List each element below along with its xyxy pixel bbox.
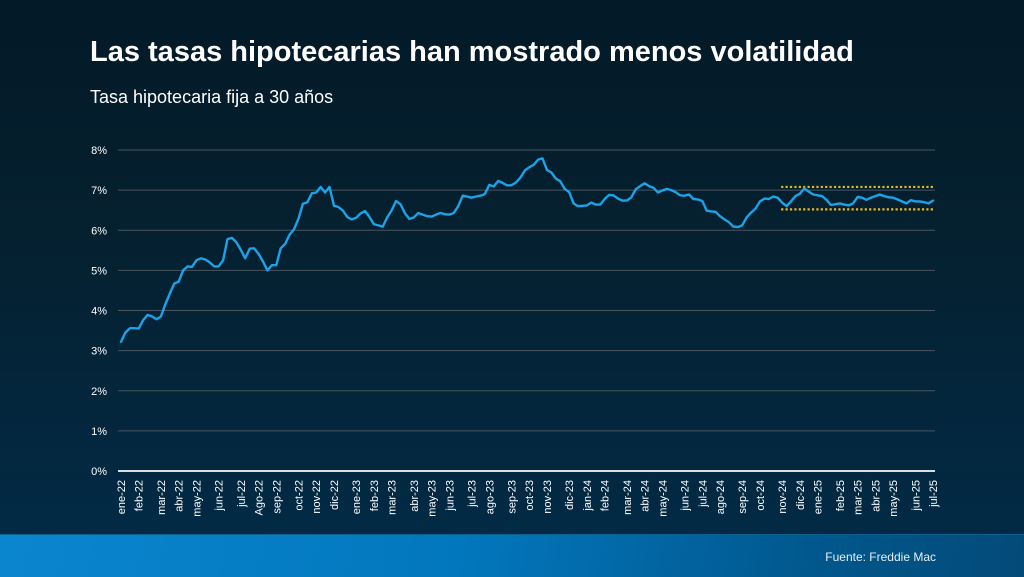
x-tick-label: Ago-22: [254, 480, 266, 515]
x-tick-label: sep-22: [271, 480, 283, 514]
x-tick-label: jul-24: [697, 480, 709, 508]
x-tick-label: jun-24: [680, 480, 692, 512]
y-tick-label: 3%: [91, 346, 107, 358]
x-tick-label: mar-23: [387, 480, 399, 515]
x-tick-label: dic-24: [795, 480, 807, 510]
x-tick-label: feb-23: [369, 480, 381, 511]
x-tick-label: jul-25: [928, 480, 940, 508]
x-tick-label: mar-22: [156, 480, 168, 515]
x-tick-label: may-22: [191, 480, 203, 517]
x-tick-label: abr-24: [640, 480, 652, 512]
x-tick-label: dic-23: [564, 480, 576, 510]
source-note: Fuente: Freddie Mac: [825, 550, 936, 564]
y-tick-label: 8%: [91, 145, 107, 157]
x-tick-label: oct-23: [524, 480, 536, 511]
y-tick-label: 0%: [91, 466, 107, 478]
y-tick-label: 2%: [91, 386, 107, 398]
x-tick-label: jul-23: [467, 480, 479, 508]
footer-bar: Fuente: Freddie Mac: [0, 534, 1024, 577]
x-tick-label: abr-25: [870, 480, 882, 512]
x-tick-label: oct-24: [755, 480, 767, 511]
y-tick-label: 5%: [91, 265, 107, 277]
x-tick-label: jun-22: [214, 480, 226, 512]
rate-line: [119, 157, 935, 343]
line-chart: 0% 1% 2% 3% 4% 5% 6% 7% 8% ene-22 feb-22 mar-22 abr…: [91, 145, 940, 517]
x-tick-label: ene-25: [813, 480, 825, 514]
x-tick-label: sep-23: [506, 480, 518, 514]
x-tick-label: jan-24: [582, 480, 594, 512]
chart-title: Las tasas hipotecarias han mostrado meno…: [90, 36, 854, 68]
x-tick-label: jul-22: [236, 480, 248, 508]
x-tick-label: ago-23: [484, 480, 496, 514]
x-tick-label: feb-24: [600, 480, 612, 511]
y-tick-label: 7%: [91, 185, 107, 197]
x-tick-label: ago-24: [715, 480, 727, 514]
x-tick-label: nov-22: [311, 480, 323, 514]
x-tick-label: mar-24: [622, 480, 634, 515]
x-tick-label: nov-23: [542, 480, 554, 514]
y-axis-ticks: 0% 1% 2% 3% 4% 5% 6% 7% 8%: [91, 145, 107, 478]
x-tick-label: abr-23: [409, 480, 421, 512]
y-tick-label: 1%: [91, 426, 107, 438]
x-axis-ticks: ene-22 feb-22 mar-22 abr-22 may-22 jun-22 jul-…: [116, 480, 940, 517]
series-group: [119, 157, 935, 343]
y-tick-label: 6%: [91, 225, 107, 237]
x-tick-label: abr-22: [174, 480, 186, 512]
gridlines: [118, 149, 935, 472]
x-tick-label: may-23: [427, 480, 439, 517]
x-tick-label: dic-22: [329, 480, 341, 510]
x-tick-label: ene-23: [351, 480, 363, 514]
y-tick-label: 4%: [91, 306, 107, 318]
x-tick-label: ene-22: [116, 480, 128, 514]
x-tick-label: jun-25: [910, 480, 922, 512]
x-tick-label: may-25: [888, 480, 900, 517]
x-tick-label: feb-22: [134, 480, 146, 511]
x-tick-label: nov-24: [777, 480, 789, 514]
x-tick-label: jun-23: [444, 480, 456, 512]
x-tick-label: oct-22: [293, 480, 305, 511]
x-tick-label: may-24: [657, 480, 669, 517]
x-tick-label: sep-24: [737, 480, 749, 514]
x-tick-label: feb-25: [835, 480, 847, 511]
chart-subtitle: Tasa hipotecaria fija a 30 años: [90, 87, 334, 107]
x-tick-label: mar-25: [853, 480, 865, 515]
volatility-band: [781, 185, 934, 211]
